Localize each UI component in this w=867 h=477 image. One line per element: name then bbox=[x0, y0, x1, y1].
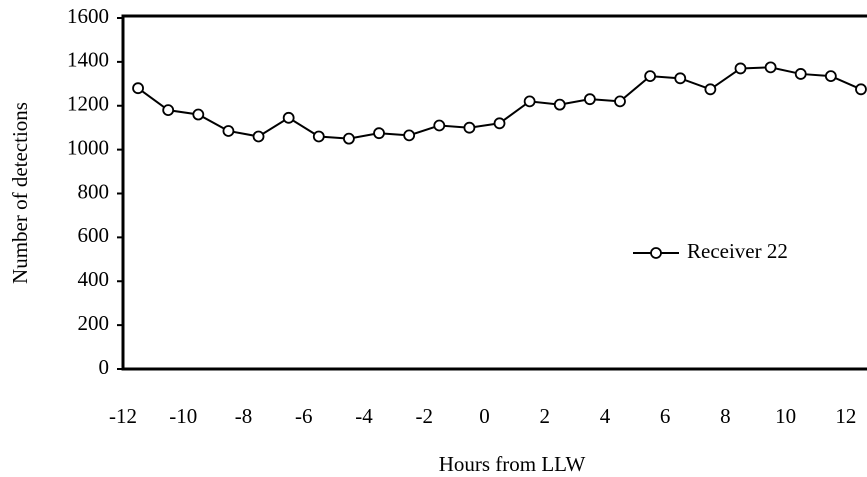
x-tick-label: -8 bbox=[235, 404, 253, 428]
y-tick-label: 800 bbox=[78, 179, 110, 203]
data-point bbox=[824, 70, 837, 83]
x-axis-label: Hours from LLW bbox=[439, 452, 586, 476]
data-point bbox=[674, 72, 687, 85]
x-tick-label: -6 bbox=[295, 404, 313, 428]
x-tick-label: 2 bbox=[539, 404, 550, 428]
data-point bbox=[282, 111, 295, 124]
y-tick-label: 1200 bbox=[67, 92, 109, 116]
y-axis-label: Number of detections bbox=[8, 102, 32, 284]
data-point bbox=[794, 68, 807, 80]
data-point bbox=[523, 95, 536, 108]
data-point bbox=[734, 62, 747, 75]
plot-frame bbox=[121, 14, 867, 371]
data-point bbox=[162, 104, 175, 117]
data-point bbox=[553, 98, 566, 111]
data-point bbox=[312, 130, 325, 143]
x-tick-label: 0 bbox=[479, 404, 490, 428]
legend-label: Receiver 22 bbox=[687, 239, 788, 263]
data-point bbox=[222, 125, 235, 137]
data-point bbox=[493, 117, 506, 130]
y-tick-label: 400 bbox=[78, 267, 110, 291]
data-point bbox=[764, 61, 777, 74]
y-tick-label: 0 bbox=[99, 355, 110, 379]
x-tick-label: -2 bbox=[415, 404, 433, 428]
data-point bbox=[644, 70, 657, 83]
y-tick-label: 200 bbox=[78, 311, 110, 335]
y-tick-label: 1400 bbox=[67, 48, 109, 72]
x-tick-label: 4 bbox=[600, 404, 611, 428]
data-point bbox=[855, 83, 867, 96]
x-tick-label: -10 bbox=[169, 404, 197, 428]
data-point bbox=[614, 95, 626, 108]
x-tick-label: 6 bbox=[660, 404, 671, 428]
data-point bbox=[704, 83, 717, 96]
data-point bbox=[583, 93, 596, 106]
data-point bbox=[343, 132, 355, 145]
data-point bbox=[373, 127, 385, 140]
data-point bbox=[132, 82, 144, 95]
x-tick-label: 12 bbox=[835, 404, 856, 428]
x-tick-label: 8 bbox=[720, 404, 731, 428]
data-point bbox=[403, 129, 416, 142]
x-tick-label: -4 bbox=[355, 404, 373, 428]
y-tick-label: 600 bbox=[78, 223, 110, 247]
data-point bbox=[192, 108, 205, 121]
data-point bbox=[463, 121, 476, 134]
y-tick-label: 1000 bbox=[67, 135, 109, 159]
x-tick-label: -12 bbox=[109, 404, 137, 428]
data-point bbox=[433, 119, 446, 132]
legend-marker bbox=[650, 247, 662, 259]
x-tick-label: 10 bbox=[775, 404, 796, 428]
y-tick-label: 1600 bbox=[67, 4, 109, 28]
data-point bbox=[252, 130, 265, 143]
